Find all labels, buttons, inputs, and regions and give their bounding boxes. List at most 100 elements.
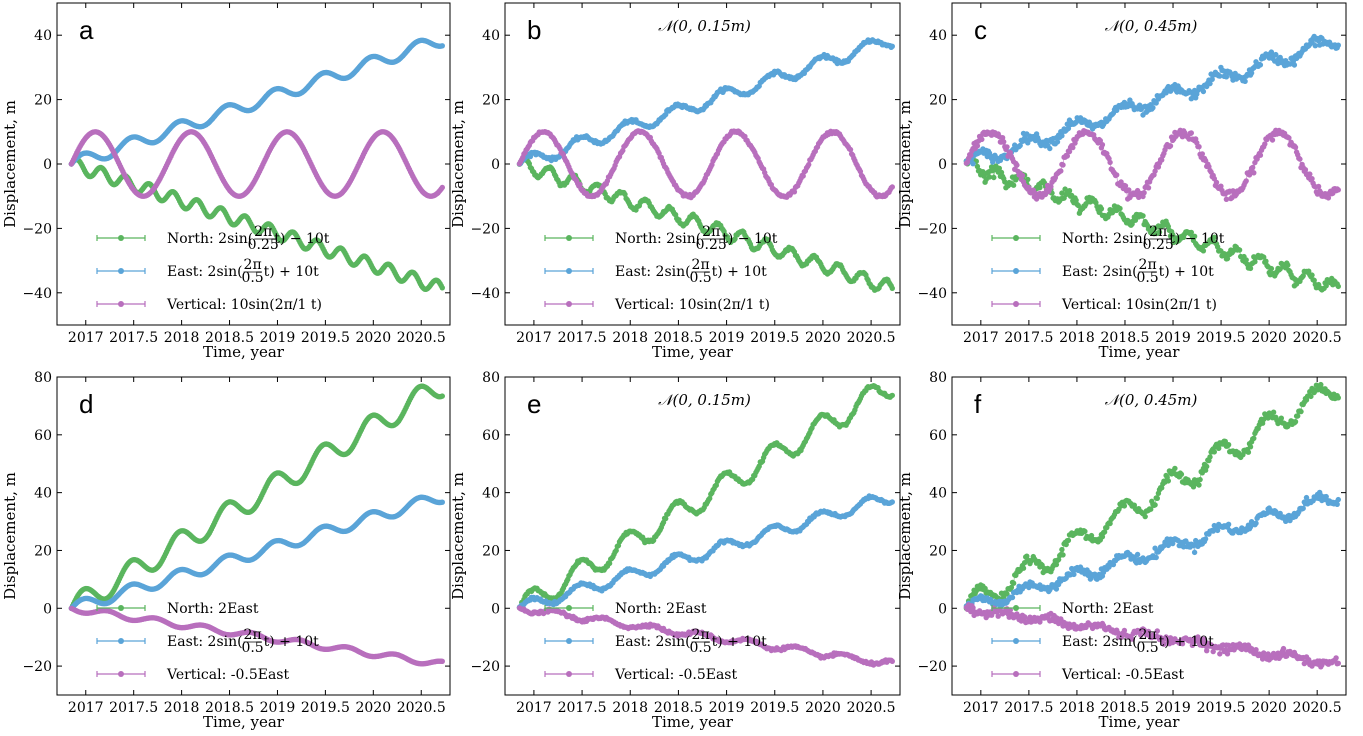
legend-label-text: Vertical: 10sin(2π/1 t) <box>614 297 770 313</box>
data-point <box>1140 213 1146 219</box>
legend-entry: East: 2sin(2π0.5 t) + 10t <box>544 257 767 286</box>
legend-label-text: North: 2sin( <box>167 231 253 247</box>
y-tick-label: 40 <box>482 28 500 44</box>
series-1 <box>516 493 895 610</box>
legend-label: East: 2sin(2π0.5 t) + 10t <box>1062 257 1214 286</box>
series-line <box>71 385 443 609</box>
data-point <box>1010 182 1017 188</box>
series-1 <box>68 37 445 167</box>
data-point <box>889 43 895 49</box>
data-point <box>439 393 445 399</box>
x-tick-label: 2017.5 <box>109 330 158 346</box>
x-tick-label: 2019 <box>260 330 296 346</box>
y-tick-label: 0 <box>43 157 52 173</box>
legend-entry: Vertical: 10sin(2π/1 t) <box>544 297 770 313</box>
y-tick-label: 20 <box>482 93 500 109</box>
y-axis-label: Displacement, m <box>896 100 914 228</box>
y-tick-label: 60 <box>34 428 52 444</box>
data-point <box>1150 105 1156 111</box>
y-tick-label: 40 <box>929 28 947 44</box>
data-point <box>1019 172 1026 179</box>
y-tick-label: −20 <box>22 221 52 237</box>
data-point <box>1236 247 1243 253</box>
y-tick-label: −20 <box>917 221 947 237</box>
panel-c: 2017 2017.5 2018 2018.5 2019 2019.5 2020 2020.5… <box>896 2 1347 361</box>
x-tick-label: 2020.5 <box>847 700 896 716</box>
panel-label: c <box>974 15 987 45</box>
panel-label: b <box>527 15 541 45</box>
data-point <box>1200 88 1207 95</box>
legend-marker <box>1013 268 1019 274</box>
data-point <box>1309 176 1315 182</box>
data-point <box>1066 188 1073 194</box>
y-tick-label: 0 <box>491 157 500 173</box>
y-tick-label: −20 <box>470 659 500 675</box>
data-point <box>1141 190 1147 196</box>
y-tick-label: −20 <box>470 221 500 237</box>
x-tick-label: 2017 <box>68 330 104 346</box>
x-tick-label: 2017.5 <box>558 700 607 716</box>
legend-label-text-rest: t) + 10t <box>264 634 320 650</box>
data-point <box>439 43 445 49</box>
data-point <box>1291 62 1298 68</box>
series-2 <box>68 129 445 199</box>
panel-e: 2017 2017.5 2018 2018.5 2019 2019.5 2020 2020.5… <box>449 370 901 731</box>
data-point <box>1257 62 1264 68</box>
data-point <box>1014 162 1020 168</box>
y-tick-label: 80 <box>34 370 52 386</box>
data-point <box>970 161 976 167</box>
data-point <box>1054 139 1061 145</box>
legend-entry: East: 2sin(2π0.5 t) + 10t <box>96 257 320 286</box>
legend-label: Vertical: 10sin(2π/1 t) <box>614 297 770 313</box>
data-point <box>1242 78 1248 85</box>
legend-entry: North: 2sin(2π0.25t) − 10t <box>544 224 778 253</box>
series-1 <box>963 33 1342 167</box>
panel-title: 𝒩(0, 0.15m) <box>658 17 751 35</box>
data-point <box>1117 205 1123 212</box>
data-point <box>1196 144 1202 150</box>
legend-marker <box>566 268 572 274</box>
legend-marker <box>118 268 124 274</box>
y-axis-label: Displacement, m <box>449 100 467 228</box>
legend-entry: Vertical: 10sin(2π/1 t) <box>96 297 322 313</box>
legend-label: Vertical: -0.5East <box>166 667 289 683</box>
legend-label-text: North: 2sin( <box>615 231 701 247</box>
series-0 <box>516 383 895 611</box>
y-tick-label: 40 <box>34 486 52 502</box>
legend-label-text: Vertical: -0.5East <box>166 667 289 683</box>
legend-label-text-rest: t) + 10t <box>1159 264 1215 280</box>
x-tick-label: 2019.5 <box>750 330 799 346</box>
data-point <box>1309 272 1315 278</box>
data-point <box>979 136 985 143</box>
data-point <box>1268 265 1275 272</box>
x-tick-label: 2020.5 <box>1293 330 1342 346</box>
data-point <box>1167 143 1174 149</box>
panel-title: 𝒩(0, 0.45m) <box>1105 17 1198 35</box>
x-tick-label: 2019.5 <box>301 700 350 716</box>
x-axis-label: Time, year <box>1099 343 1181 361</box>
y-axis-label: Displacement, m <box>449 472 467 600</box>
data-point <box>1001 139 1007 145</box>
data-point <box>889 285 895 291</box>
data-point <box>1107 159 1113 166</box>
legend-label-text-rest: t) + 10t <box>264 264 320 280</box>
legend-label: Vertical: 10sin(2π/1 t) <box>1061 297 1217 313</box>
y-tick-label: 20 <box>34 543 52 559</box>
series-0 <box>68 383 445 611</box>
panel-d: 2017 2017.5 2018 2018.5 2019 2019.5 2020 2020.5… <box>1 370 451 731</box>
data-point <box>1098 206 1105 212</box>
legend-entry: Vertical: 10sin(2π/1 t) <box>991 297 1217 313</box>
data-point <box>1335 42 1342 48</box>
data-point <box>1285 262 1291 268</box>
data-point <box>1199 151 1206 157</box>
data-point <box>1292 144 1299 150</box>
x-tick-label: 2019.5 <box>1197 330 1246 346</box>
y-axis-label: Displacement, m <box>1 100 19 228</box>
legend-entry: North: 2sin(2π0.25t) − 10t <box>96 224 330 253</box>
legend-marker <box>1013 301 1019 307</box>
legend-label: Vertical: 10sin(2π/1 t) <box>166 297 322 313</box>
legend-entry: North: 2sin(2π0.25t) − 10t <box>991 224 1225 253</box>
legend-label-text: Vertical: 10sin(2π/1 t) <box>1061 297 1217 313</box>
y-tick-label: −40 <box>22 286 52 302</box>
x-tick-label: 2020 <box>805 700 841 716</box>
